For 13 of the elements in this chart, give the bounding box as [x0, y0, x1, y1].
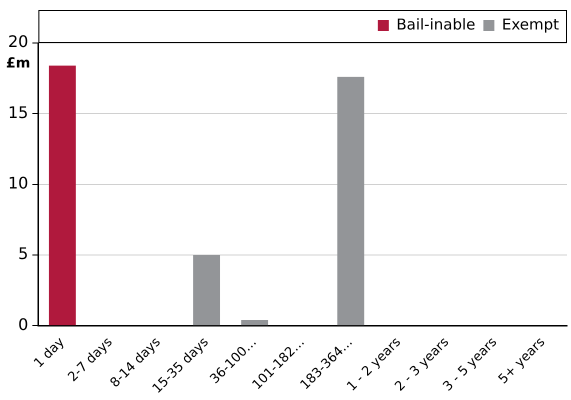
- y-tick-label: 20: [8, 32, 28, 52]
- x-tick-label: 1 day: [31, 334, 68, 372]
- legend-label: Exempt: [502, 15, 560, 34]
- bar: [337, 76, 364, 326]
- bar: [193, 254, 220, 326]
- y-tick-label: 10: [8, 173, 28, 192]
- y-tick-label: 15: [8, 102, 28, 122]
- y-tick-label: 0: [18, 314, 28, 334]
- bar: [48, 66, 76, 326]
- y-axis-title: £m: [6, 56, 30, 72]
- legend-label: Bail-inable: [396, 15, 476, 34]
- y-tick-label: 5: [18, 244, 28, 264]
- bar: [241, 320, 268, 326]
